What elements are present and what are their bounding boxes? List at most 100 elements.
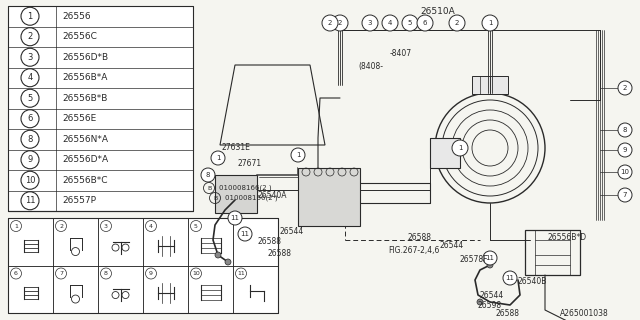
Text: 7: 7 <box>623 192 627 198</box>
Text: 9: 9 <box>149 271 153 276</box>
Circle shape <box>487 262 493 268</box>
Text: 26556D*B: 26556D*B <box>62 53 108 62</box>
Text: 3: 3 <box>28 53 33 62</box>
Text: 26556D*A: 26556D*A <box>62 155 108 164</box>
Text: 2: 2 <box>338 20 342 26</box>
Circle shape <box>618 165 632 179</box>
Text: 26556B*D: 26556B*D <box>548 234 587 243</box>
Text: 26556B*B: 26556B*B <box>62 94 108 103</box>
Text: 5: 5 <box>194 223 198 228</box>
Text: 8: 8 <box>28 135 33 144</box>
Text: 010008166(2 ): 010008166(2 ) <box>225 195 278 201</box>
Text: 26544: 26544 <box>280 228 304 236</box>
Circle shape <box>332 15 348 31</box>
Circle shape <box>482 15 498 31</box>
Bar <box>8 6 193 211</box>
Bar <box>8 218 278 313</box>
Text: 1: 1 <box>488 20 492 26</box>
Text: 26588: 26588 <box>258 237 282 246</box>
Text: 4: 4 <box>388 20 392 26</box>
Circle shape <box>215 252 221 258</box>
Text: (8408-: (8408- <box>358 61 383 70</box>
Text: 26544: 26544 <box>480 291 504 300</box>
Text: 4: 4 <box>28 73 33 82</box>
Circle shape <box>618 188 632 202</box>
Text: 26556E: 26556E <box>62 114 96 123</box>
Circle shape <box>449 15 465 31</box>
Text: 1: 1 <box>28 12 33 21</box>
Text: 10: 10 <box>25 176 35 185</box>
Text: 27631E: 27631E <box>222 143 251 153</box>
Circle shape <box>382 15 398 31</box>
Text: 26598: 26598 <box>478 300 502 309</box>
Text: 26556B*A: 26556B*A <box>62 73 108 82</box>
Text: 6: 6 <box>423 20 428 26</box>
Text: 6: 6 <box>28 114 33 123</box>
Text: 7: 7 <box>59 271 63 276</box>
Circle shape <box>503 271 517 285</box>
Circle shape <box>211 151 225 165</box>
Text: 1: 1 <box>14 223 18 228</box>
Text: 26588: 26588 <box>408 233 432 242</box>
Bar <box>472 76 508 94</box>
Text: FIG.267-2,4,6: FIG.267-2,4,6 <box>388 245 440 254</box>
Circle shape <box>618 143 632 157</box>
Text: 5: 5 <box>28 94 33 103</box>
Circle shape <box>483 251 497 265</box>
Text: 11: 11 <box>506 275 515 281</box>
Text: 26510A: 26510A <box>420 7 455 17</box>
Text: 8: 8 <box>623 127 627 133</box>
Text: B: B <box>207 186 211 190</box>
Text: B: B <box>213 196 217 201</box>
Circle shape <box>228 211 242 225</box>
Circle shape <box>238 227 252 241</box>
Text: 26540A: 26540A <box>258 190 287 199</box>
Text: 26588: 26588 <box>268 250 292 259</box>
Text: 27671: 27671 <box>238 158 262 167</box>
Circle shape <box>618 123 632 137</box>
Text: 1: 1 <box>458 145 462 151</box>
Circle shape <box>618 81 632 95</box>
Text: 3: 3 <box>368 20 372 26</box>
Circle shape <box>201 168 215 182</box>
Text: 26557P: 26557P <box>62 196 96 205</box>
Text: -8407: -8407 <box>390 49 412 58</box>
Text: 5: 5 <box>408 20 412 26</box>
Text: 3: 3 <box>104 223 108 228</box>
Text: 2: 2 <box>59 223 63 228</box>
Text: 11: 11 <box>230 215 239 221</box>
Text: 8: 8 <box>205 172 211 178</box>
Text: 26540B: 26540B <box>518 277 547 286</box>
Text: 8: 8 <box>104 271 108 276</box>
Text: 11: 11 <box>25 196 35 205</box>
Text: 4: 4 <box>149 223 153 228</box>
Text: 2: 2 <box>623 85 627 91</box>
Text: 26588: 26588 <box>495 308 519 317</box>
Text: 2: 2 <box>28 32 33 41</box>
Text: 11: 11 <box>237 271 245 276</box>
Text: 1: 1 <box>216 155 220 161</box>
Text: 9: 9 <box>28 155 33 164</box>
Text: 010008166(2 ): 010008166(2 ) <box>219 185 271 191</box>
Text: 2: 2 <box>328 20 332 26</box>
Text: 26578F: 26578F <box>460 255 488 265</box>
Circle shape <box>225 259 231 265</box>
Text: 10: 10 <box>621 169 630 175</box>
Bar <box>215 175 257 213</box>
Text: 6: 6 <box>14 271 18 276</box>
Circle shape <box>417 15 433 31</box>
Text: 2: 2 <box>455 20 459 26</box>
Bar <box>430 138 460 168</box>
Circle shape <box>322 15 338 31</box>
Text: 26544: 26544 <box>440 241 464 250</box>
Text: 26556B*C: 26556B*C <box>62 176 108 185</box>
Text: 9: 9 <box>623 147 627 153</box>
Text: 11: 11 <box>241 231 250 237</box>
Circle shape <box>362 15 378 31</box>
Circle shape <box>291 148 305 162</box>
Text: 1: 1 <box>296 152 300 158</box>
Text: 26556N*A: 26556N*A <box>62 135 108 144</box>
Bar <box>298 168 360 226</box>
Text: 10: 10 <box>192 271 200 276</box>
Text: A265001038: A265001038 <box>560 309 609 318</box>
